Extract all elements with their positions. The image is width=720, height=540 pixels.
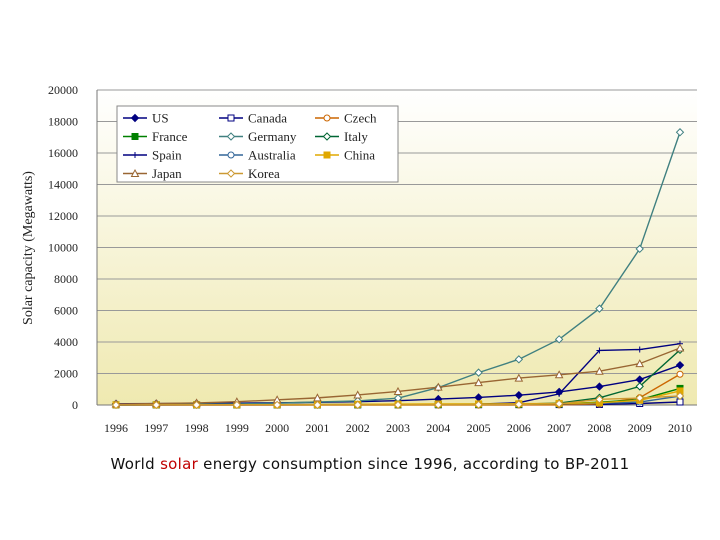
y-tick-label: 2000 [54,367,78,381]
marker [595,366,604,375]
marker [676,370,684,378]
x-tick-label: 2001 [305,421,329,435]
marker [675,360,685,370]
marker [595,382,604,391]
marker [595,304,604,313]
caption: World solar energy consumption since 199… [0,455,720,473]
marker [322,132,332,141]
marker [474,368,483,377]
caption-text: World [110,455,155,473]
x-tick-label: 2009 [628,421,652,435]
y-tick-label: 6000 [54,304,78,318]
marker [675,343,685,352]
y-tick-label: 14000 [48,178,78,192]
y-tick-label: 10000 [48,241,78,255]
y-tick-label: 0 [72,398,78,412]
marker [393,400,403,410]
caption-text: energy consumption since 1996, according… [203,455,630,473]
legend-label: US [152,111,169,126]
legend-label: Canada [248,111,287,126]
x-tick-label: 2000 [265,421,289,435]
marker [272,400,282,410]
caption-highlight: solar [160,455,199,473]
legend-label: Korea [248,166,280,181]
legend-box [116,105,399,183]
x-tick-label: 2006 [507,421,531,435]
marker [323,114,331,122]
legend-label: Czech [344,111,377,126]
marker [635,393,644,403]
x-tick-label: 2004 [426,421,450,435]
marker [675,128,685,137]
legend-label: France [152,129,188,144]
y-tick-label: 8000 [54,272,78,286]
marker [323,151,331,159]
x-tick-label: 2003 [386,421,410,435]
legend-label: Italy [344,129,368,144]
marker [554,335,564,344]
x-tick-label: 2002 [346,421,370,435]
marker [433,382,443,391]
marker [636,346,643,353]
y-tick-label: 4000 [54,335,78,349]
legend: US Canada Czech France Germany Italy Spain Aust… [116,105,399,183]
x-tick-label: 2008 [587,421,611,435]
legend-label: Australia [248,148,296,163]
marker [232,400,242,410]
marker [226,132,236,141]
marker [353,390,363,399]
marker [675,391,685,401]
marker [227,114,235,122]
marker [556,390,563,397]
marker [132,152,138,158]
marker [130,113,140,123]
marker [554,399,564,408]
marker [131,133,139,140]
marker [353,400,362,410]
marker [514,355,524,364]
marker [226,169,236,178]
y-tick-label: 20000 [48,83,78,97]
marker [514,373,524,382]
x-tick-label: 1998 [185,421,209,435]
marker [635,244,644,254]
x-tick-label: 1997 [144,421,168,435]
x-tick-label: 2010 [668,421,692,435]
y-tick-label: 18000 [48,115,78,129]
x-tick-label: 1996 [104,421,128,435]
marker [393,386,403,395]
marker [313,400,322,410]
y-tick-label: 12000 [48,209,78,223]
x-tick-label: 1999 [225,421,249,435]
x-tick-label: 2005 [467,421,491,435]
marker [192,400,201,410]
legend-label: China [344,148,375,163]
marker [474,378,483,387]
x-tick-label: 2007 [547,421,571,435]
legend-label: Spain [152,148,182,163]
y-axis-label: Solar capacity (Megawatts) [21,171,36,325]
chart: Solar capacity (Megawatts) 0 2000 4000 6000… [21,83,697,435]
marker [130,168,140,177]
y-tick-label: 16000 [48,146,78,160]
marker [434,400,443,410]
marker [514,390,524,400]
marker [227,151,235,159]
marker [595,395,604,404]
marker [596,347,603,354]
marker [554,370,564,379]
marker [111,400,121,410]
legend-label: Japan [152,166,182,181]
marker [152,400,161,410]
marker [514,400,524,409]
marker [474,400,483,409]
marker [635,382,644,391]
marker [635,359,645,368]
legend-label: Germany [248,129,297,144]
